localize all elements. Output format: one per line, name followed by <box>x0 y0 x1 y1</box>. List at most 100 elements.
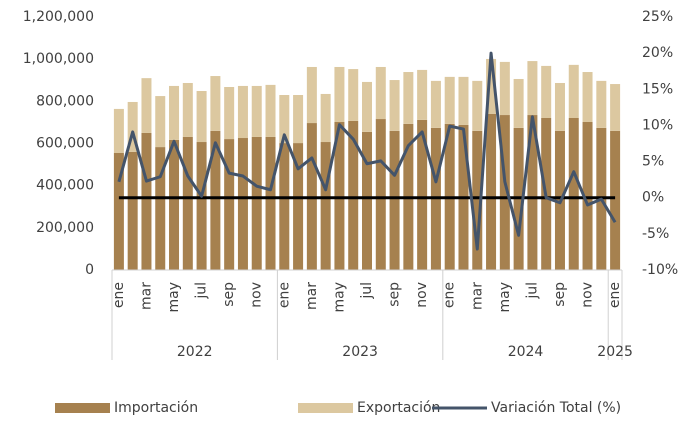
bar <box>155 147 166 270</box>
legend-label: Importación <box>114 400 198 416</box>
bar <box>513 78 524 128</box>
bar <box>582 72 593 122</box>
x-tick-label: sep <box>221 282 237 307</box>
bar <box>127 101 138 152</box>
y-tick-label: 200,000 <box>36 220 94 236</box>
bar <box>182 82 193 137</box>
bar <box>499 61 510 116</box>
bar <box>610 130 621 270</box>
y2-tick-label: -5% <box>642 226 669 242</box>
bar <box>334 66 345 122</box>
bar <box>196 91 207 143</box>
bar <box>610 84 621 131</box>
group-label: 2025 <box>597 344 633 360</box>
y-tick-label: 0 <box>85 262 94 278</box>
y2-tick-label: -10% <box>642 262 678 278</box>
bar <box>499 115 510 270</box>
bar <box>403 72 414 124</box>
bar <box>472 130 483 270</box>
bar <box>430 80 441 128</box>
bar <box>237 138 248 270</box>
legend-swatch <box>55 403 110 413</box>
bar <box>155 96 166 148</box>
y2-tick-label: 15% <box>642 81 673 97</box>
bar <box>527 61 538 116</box>
bar <box>196 142 207 270</box>
x-tick-label: mar <box>304 282 320 310</box>
x-tick-label: jul <box>524 282 540 300</box>
group-label: 2023 <box>342 344 378 360</box>
bar <box>306 66 317 124</box>
x-tick-label: nov <box>249 282 265 308</box>
x-tick-label: jul <box>359 282 375 300</box>
legend-swatch <box>298 403 353 413</box>
bar <box>417 69 428 120</box>
bar <box>320 142 331 270</box>
bar <box>375 66 386 120</box>
x-tick-label: sep <box>387 282 403 307</box>
bar <box>554 82 565 131</box>
bar <box>210 130 221 270</box>
bar <box>348 120 359 271</box>
bar <box>113 108 124 153</box>
bar <box>375 119 386 270</box>
group-label: 2024 <box>508 344 544 360</box>
bar <box>417 119 428 271</box>
bar <box>596 80 607 128</box>
y-tick-label: 600,000 <box>36 136 94 152</box>
y2-tick-label: 20% <box>642 45 673 61</box>
bar <box>486 113 497 270</box>
x-tick-label: mar <box>138 282 154 310</box>
bar <box>527 115 538 270</box>
x-tick-label: mar <box>469 282 485 310</box>
y-tick-label: 1,000,000 <box>23 51 94 67</box>
x-tick-label: ene <box>607 282 623 308</box>
x-tick-label: ene <box>276 282 292 308</box>
bar <box>458 76 469 125</box>
bar <box>251 136 262 270</box>
legend-label: Exportación <box>357 400 440 416</box>
bar <box>582 121 593 271</box>
bar <box>362 81 372 132</box>
bar <box>279 143 290 270</box>
bar <box>265 84 276 137</box>
group-label: 2022 <box>177 344 213 360</box>
y-tick-label: 800,000 <box>36 93 94 109</box>
bar <box>472 80 483 131</box>
bar <box>251 85 262 137</box>
x-tick-label: may <box>497 282 513 313</box>
y2-tick-label: 5% <box>642 154 664 170</box>
bar <box>568 64 579 118</box>
bar <box>486 58 497 114</box>
x-tick-label: nov <box>414 282 430 308</box>
y-tick-label: 400,000 <box>36 178 94 194</box>
bar <box>444 76 455 124</box>
bar <box>265 136 276 270</box>
bar <box>279 95 290 144</box>
bar <box>141 78 152 133</box>
bar <box>320 93 331 143</box>
bar <box>293 95 304 144</box>
bar <box>169 139 180 270</box>
bar <box>237 85 248 139</box>
bar <box>293 143 304 270</box>
x-tick-label: may <box>166 282 182 313</box>
bar <box>224 139 235 270</box>
bar <box>182 136 193 270</box>
x-tick-label: jul <box>194 282 210 300</box>
x-tick-label: nov <box>580 282 596 308</box>
bar <box>348 69 359 121</box>
bar <box>113 152 124 270</box>
bar <box>389 80 400 131</box>
bar <box>541 65 552 118</box>
y2-tick-label: 25% <box>642 9 673 25</box>
bar <box>389 130 400 270</box>
bar <box>334 121 345 271</box>
bar <box>568 117 579 270</box>
bar <box>362 131 372 270</box>
y2-tick-label: 0% <box>642 190 664 206</box>
y2-tick-label: 10% <box>642 117 673 133</box>
x-tick-label: ene <box>111 282 127 308</box>
legend-label: Variación Total (%) <box>491 400 621 416</box>
